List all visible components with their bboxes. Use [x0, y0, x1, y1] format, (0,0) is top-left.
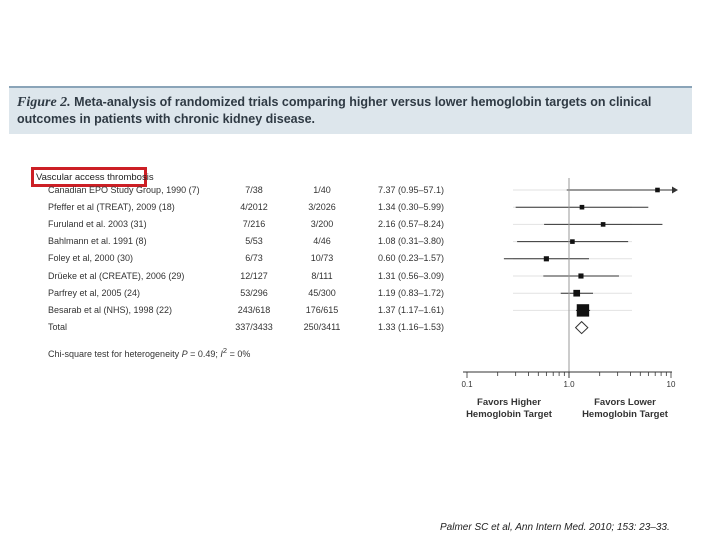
study-row: Canadian EPO Study Group, 1990 (7) 7/38 1/… [0, 184, 460, 197]
favors-higher-label: Favors Higher Hemoglobin Target [466, 397, 552, 420]
lower-target-events: 45/300 [308, 287, 336, 298]
study-name: Furuland et al. 2003 (31) [48, 218, 147, 229]
relative-risk-ci: 1.37 (1.17–1.61) [377, 304, 445, 315]
pooled-estimate-diamond [574, 320, 589, 335]
study-name: Canadian EPO Study Group, 1990 (7) [48, 184, 200, 195]
citation: Palmer SC et al, Ann Intern Med. 2010; 1… [440, 522, 670, 533]
higher-target-events: 337/3433 [235, 322, 273, 333]
lower-target-events: 8/111 [311, 270, 333, 281]
relative-risk-ci: 2.16 (0.57–8.24) [377, 218, 445, 229]
tick-label: 0.1 [461, 380, 473, 389]
study-row: Drüeke et al (CREATE), 2006 (29) 12/127 8/… [0, 270, 460, 283]
figure-title: Figure 2. Meta-analysis of randomized tr… [17, 94, 687, 128]
relative-risk-ci: 1.34 (0.30–5.99) [377, 201, 445, 212]
higher-target-events: 243/618 [237, 304, 271, 315]
study-name: Bahlmann et al. 1991 (8) [48, 236, 147, 247]
study-row: Furuland et al. 2003 (31) 7/216 3/200 2.16 … [0, 218, 460, 231]
study-row: Parfrey et al, 2005 (24) 53/296 45/300 1.19… [0, 287, 460, 300]
total-row: Total 337/3433 250/3411 1.33 (1.16–1.53) [0, 321, 460, 334]
point-estimate-square [579, 204, 585, 210]
study-row: Foley et al, 2000 (30) 6/73 10/73 0.60 (0.2… [0, 252, 460, 265]
point-estimate-square [543, 256, 549, 262]
lower-target-events: 3/2026 [308, 201, 336, 212]
relative-risk-ci: 1.19 (0.83–1.72) [377, 287, 445, 298]
higher-target-events: 12/127 [240, 270, 268, 281]
relative-risk-ci: 0.60 (0.23–1.57) [377, 253, 445, 264]
study-name: Besarab et al (NHS), 1998 (22) [48, 304, 173, 315]
tick-label: 1.0 [563, 380, 575, 389]
lower-target-events: 4/46 [313, 236, 331, 247]
lower-target-events: 176/615 [305, 304, 339, 315]
figure-label: Figure 2. [17, 95, 71, 110]
ci-arrow-marker [672, 186, 678, 194]
lower-target-events: 1/40 [313, 184, 331, 195]
higher-target-events: 53/296 [240, 287, 268, 298]
higher-target-events: 7/216 [242, 218, 266, 229]
lower-target-events: 3/200 [310, 218, 334, 229]
tick-label: 10 [666, 380, 676, 389]
lower-target-events: 250/3411 [303, 322, 341, 333]
study-name: Foley et al, 2000 (30) [48, 253, 134, 264]
higher-target-events: 7/38 [245, 184, 263, 195]
point-estimate-square [655, 187, 660, 193]
relative-risk-ci: 7.37 (0.95–57.1) [377, 184, 445, 195]
study-name: Drüeke et al (CREATE), 2006 (29) [48, 270, 185, 281]
point-estimate-square [600, 222, 606, 227]
figure-caption: Meta-analysis of randomized trials compa… [17, 95, 652, 126]
figure-title-banner: Figure 2. Meta-analysis of randomized tr… [9, 86, 692, 134]
study-row: Besarab et al (NHS), 1998 (22) 243/618 176… [0, 304, 460, 317]
section-label: Vascular access thrombosis [36, 172, 154, 183]
relative-risk-ci: 1.08 (0.31–3.80) [377, 236, 445, 247]
section-highlight-box [31, 167, 147, 187]
study-name: Parfrey et al, 2005 (24) [48, 287, 141, 298]
higher-target-events: 4/2012 [240, 201, 268, 212]
point-estimate-square [576, 304, 590, 317]
higher-target-events: 6/73 [245, 253, 263, 264]
study-row: Bahlmann et al. 1991 (8) 5/53 4/46 1.08 (0.… [0, 235, 460, 248]
favors-lower-label: Favors Lower Hemoglobin Target [582, 397, 668, 420]
study-name: Pfeffer et al (TREAT), 2009 (18) [48, 201, 175, 212]
lower-target-events: 10/73 [310, 253, 334, 264]
heterogeneity-test: Chi-square test for heterogeneity P = 0.… [48, 346, 251, 359]
relative-risk-ci: 1.33 (1.16–1.53) [377, 322, 445, 333]
study-name: Total [48, 322, 68, 333]
relative-risk-ci: 1.31 (0.56–3.09) [377, 270, 445, 281]
higher-target-events: 5/53 [245, 236, 263, 247]
point-estimate-square [573, 289, 581, 297]
point-estimate-square [578, 273, 584, 279]
study-row: Pfeffer et al (TREAT), 2009 (18) 4/2012 3/… [0, 201, 460, 214]
point-estimate-square [570, 239, 575, 244]
